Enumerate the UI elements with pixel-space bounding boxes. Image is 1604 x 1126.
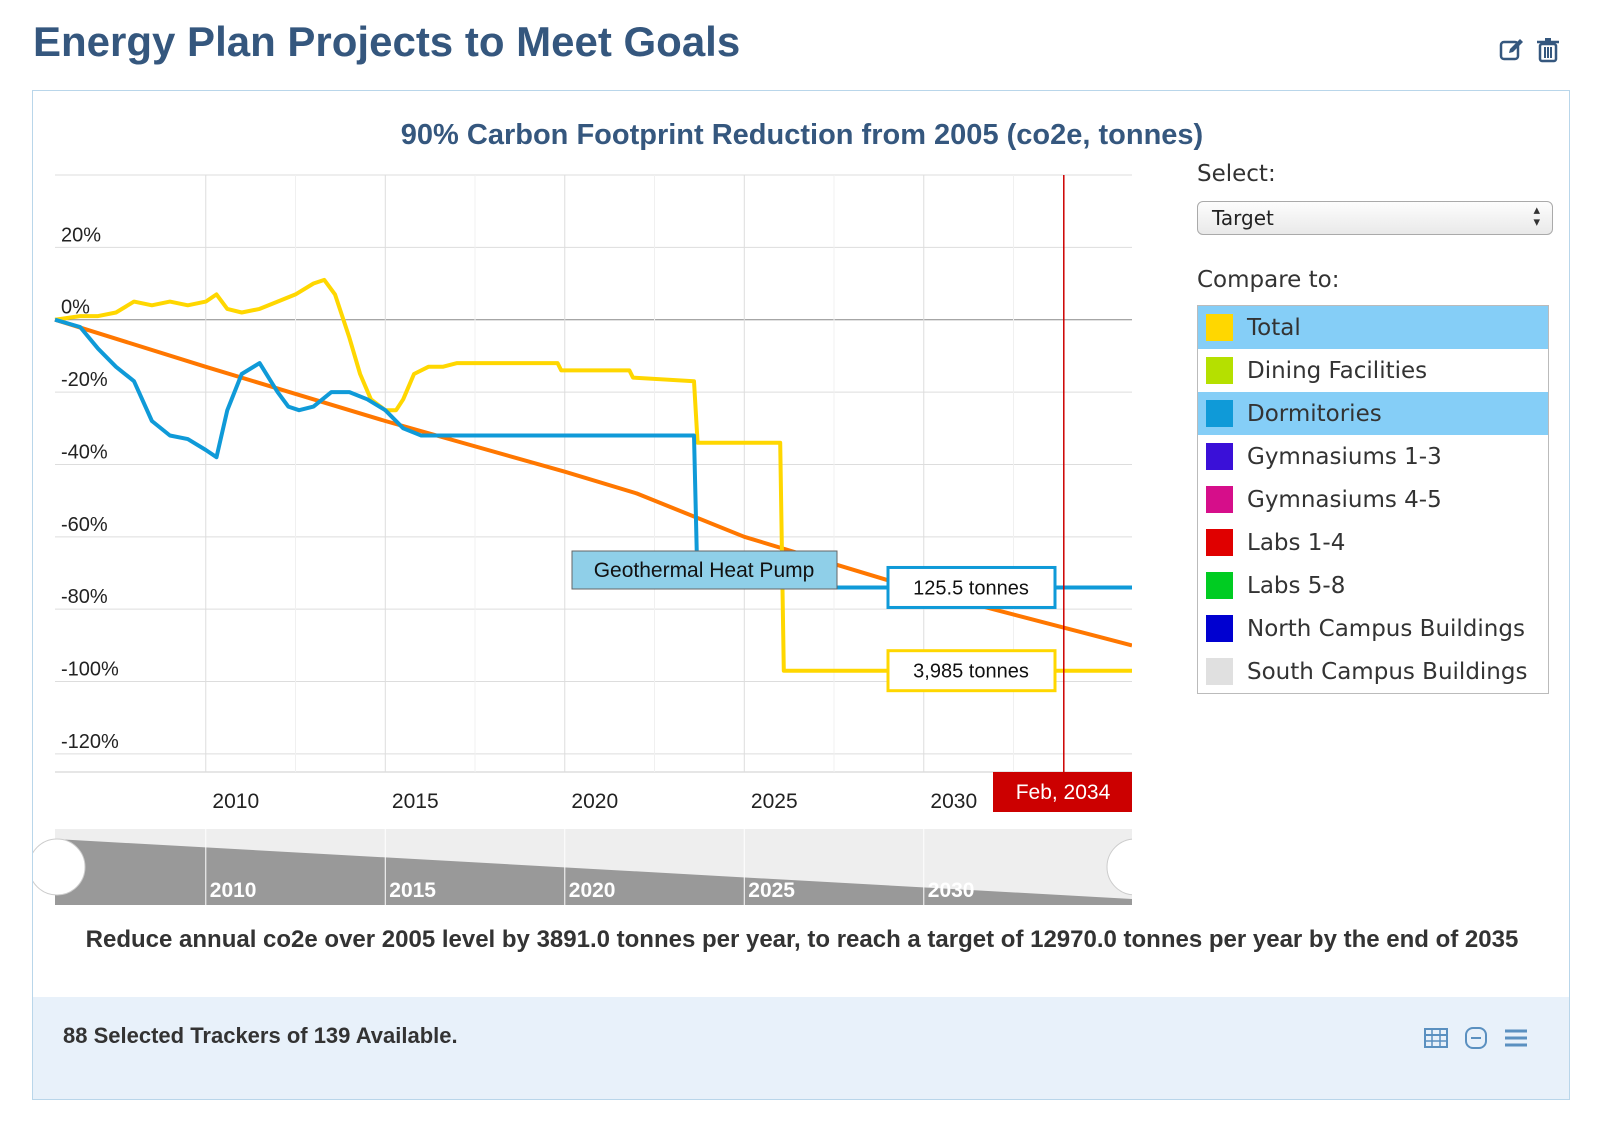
chart-panel: 90% Carbon Footprint Reduction from 2005… [32,90,1570,1100]
tooltip-label: 3,985 tonnes [913,661,1029,683]
series-line[interactable] [54,317,1132,590]
select-value: Target [1212,206,1274,230]
color-swatch [1206,443,1233,470]
tooltip-box [886,649,1057,693]
compare-item[interactable]: Dining Facilities [1198,349,1548,392]
minus-circle-icon[interactable] [1463,1025,1489,1051]
plot-edge-mask [1132,165,1143,915]
x-tick-label: 2030 [930,790,977,813]
y-tick-label: -100% [61,659,119,681]
y-tick-label: -40% [61,441,108,463]
x-tick-label: 2015 [392,790,439,813]
compare-item-label: North Campus Buildings [1247,615,1525,642]
compare-item[interactable]: Dormitories [1198,392,1548,435]
compare-item[interactable]: South Campus Buildings [1198,650,1548,693]
compare-label: Compare to: [1197,267,1340,293]
color-swatch [1206,615,1233,642]
chart-title: 90% Carbon Footprint Reduction from 2005… [400,119,1204,151]
color-swatch [1206,357,1233,384]
color-swatch [1206,529,1233,556]
menu-icon[interactable] [1503,1025,1529,1051]
navigator-tick-label: 2030 [928,879,975,902]
target-select[interactable]: Target ▴ ▾ [1197,201,1553,235]
y-tick-label: -80% [61,586,108,608]
color-swatch [1206,314,1233,341]
chart[interactable]: 20% 0% -20% -40% -60% -80% -100% -120% 2010 2015 2… [33,91,1143,921]
x-tick-label: 2020 [571,790,618,813]
color-swatch [1206,486,1233,513]
compare-item[interactable]: North Campus Buildings [1198,607,1548,650]
compare-item[interactable]: Labs 1-4 [1198,521,1548,564]
navigator-tick-label: 2015 [389,879,436,902]
compare-item-label: Gymnasiums 1-3 [1247,443,1442,470]
compare-item-label: South Campus Buildings [1247,658,1528,685]
panel-footer: 88 Selected Trackers of 139 Available. [33,997,1569,1099]
y-tick-label: 20% [61,224,101,246]
compare-item[interactable]: Gymnasiums 4-5 [1198,478,1548,521]
x-tick-label: 2025 [751,790,798,813]
compare-item-label: Gymnasiums 4-5 [1247,486,1442,513]
series-line[interactable] [54,277,1132,673]
y-tick-label: -120% [61,731,119,753]
compare-list: Total Dining Facilities Dormitories Gymnasi… [1197,305,1549,694]
annotation-box [571,550,838,590]
color-swatch [1206,658,1233,685]
compare-item-label: Dormitories [1247,400,1382,427]
compare-item[interactable]: Total [1198,306,1548,349]
annotation-label: Geothermal Heat Pump [594,559,815,582]
compare-item-label: Dining Facilities [1247,357,1428,384]
trackers-status: 88 Selected Trackers of 139 Available. [63,1023,458,1048]
table-icon[interactable] [1423,1025,1449,1051]
tooltip-box [886,565,1057,609]
select-arrows-icon: ▴ ▾ [1533,203,1540,230]
page-title: Energy Plan Projects to Meet Goals [33,18,741,65]
select-label: Select: [1197,161,1276,187]
compare-item[interactable]: Gymnasiums 1-3 [1198,435,1548,478]
y-tick-label: -20% [61,369,108,391]
trash-icon[interactable] [1534,36,1562,64]
compare-item-label: Total [1247,314,1301,341]
tooltip-label: 125.5 tonnes [913,577,1029,599]
navigator-handle-left[interactable] [33,838,86,896]
crosshair-label: Feb, 2034 [1016,781,1111,804]
navigator-area [55,839,1132,905]
color-swatch [1206,572,1233,599]
chart-caption: Reduce annual co2e over 2005 level by 38… [85,926,1519,953]
x-tick-label: 2010 [212,790,259,813]
navigator-tick-label: 2020 [569,879,616,902]
edit-icon[interactable] [1498,36,1526,64]
navigator-tick-label: 2025 [748,879,795,902]
compare-item-label: Labs 5-8 [1247,572,1346,599]
navigator-tick-label: 2010 [210,879,257,902]
color-swatch [1206,400,1233,427]
y-tick-label: -60% [61,514,108,536]
compare-item[interactable]: Labs 5-8 [1198,564,1548,607]
crosshair-label-box [993,772,1132,812]
compare-item-label: Labs 1-4 [1247,529,1346,556]
y-tick-label: 0% [61,297,90,319]
